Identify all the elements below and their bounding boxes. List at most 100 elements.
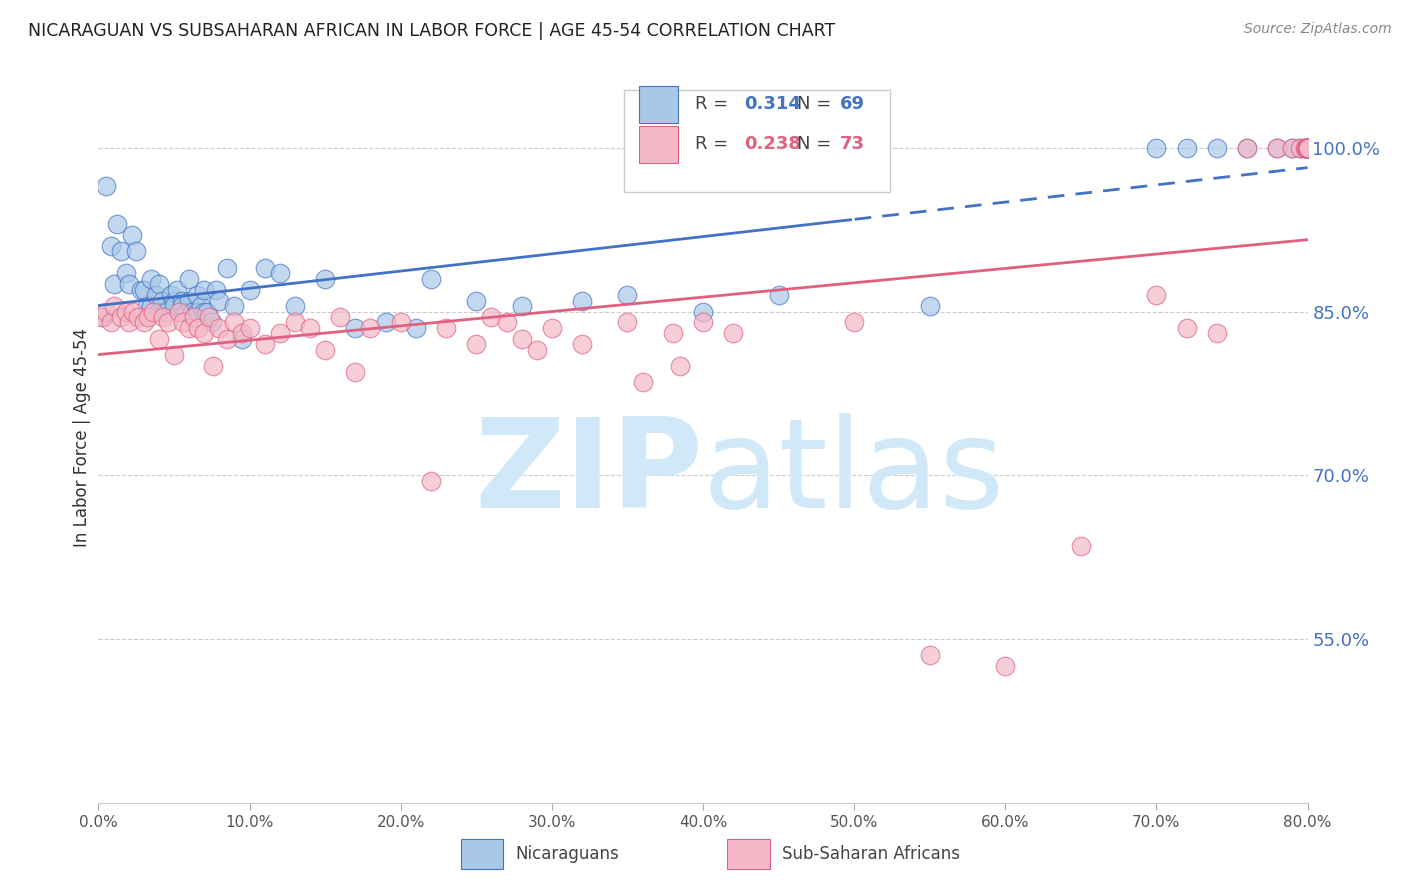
Point <box>1296 141 1319 155</box>
Point <box>91 310 114 324</box>
Point <box>1296 141 1319 155</box>
Point <box>201 315 224 329</box>
Point <box>136 310 159 324</box>
Bar <box>624 90 890 192</box>
Text: N =: N = <box>797 136 838 153</box>
Text: Sub-Saharan Africans: Sub-Saharan Africans <box>782 845 960 863</box>
Point <box>1296 141 1319 155</box>
Point <box>344 321 367 335</box>
Point <box>329 310 352 324</box>
Point <box>540 321 562 335</box>
Point <box>152 310 174 324</box>
Point <box>1295 141 1317 155</box>
Bar <box>461 839 503 869</box>
Point <box>231 326 253 341</box>
Text: atlas: atlas <box>703 413 1005 534</box>
Point <box>405 321 427 335</box>
Point <box>125 244 148 259</box>
Text: N =: N = <box>797 95 838 113</box>
Point <box>127 310 149 324</box>
Point <box>571 337 593 351</box>
Point <box>148 304 170 318</box>
Point <box>129 283 152 297</box>
Point <box>174 304 197 318</box>
Point <box>465 337 488 351</box>
Point <box>110 310 132 324</box>
Bar <box>638 86 678 122</box>
Point <box>170 299 193 313</box>
Point <box>253 260 276 275</box>
Point <box>1236 141 1258 155</box>
Point <box>94 304 117 318</box>
Point <box>1296 141 1319 155</box>
Point <box>118 315 141 329</box>
Point <box>205 283 228 297</box>
Text: Source: ZipAtlas.com: Source: ZipAtlas.com <box>1244 22 1392 37</box>
Point <box>239 283 262 297</box>
Point <box>692 304 714 318</box>
Point <box>1146 141 1168 155</box>
Point <box>571 293 593 308</box>
Point <box>103 299 125 313</box>
Point <box>179 321 201 335</box>
Text: 0.238: 0.238 <box>744 136 801 153</box>
Bar <box>727 839 769 869</box>
Point <box>160 288 183 302</box>
Point <box>170 293 193 308</box>
Point <box>1296 141 1319 155</box>
Point <box>100 239 122 253</box>
Point <box>1070 539 1092 553</box>
Bar <box>638 126 678 163</box>
Point <box>114 304 136 318</box>
Text: R =: R = <box>695 136 734 153</box>
Point <box>167 304 190 318</box>
Point <box>1281 141 1303 155</box>
Point <box>1289 141 1312 155</box>
Point <box>208 321 231 335</box>
Point <box>481 310 503 324</box>
Point <box>239 321 262 335</box>
Point <box>1294 141 1316 155</box>
Point <box>510 332 533 346</box>
Point <box>215 260 238 275</box>
Point <box>1267 141 1289 155</box>
Point <box>1146 288 1168 302</box>
Point <box>284 299 307 313</box>
Point <box>179 293 201 308</box>
Point <box>183 310 205 324</box>
Point <box>172 315 194 329</box>
Point <box>1295 141 1317 155</box>
Point <box>723 326 745 341</box>
Point <box>215 332 238 346</box>
Point <box>193 304 215 318</box>
Point <box>193 326 215 341</box>
Point <box>1206 141 1229 155</box>
Point <box>526 343 548 357</box>
Point <box>661 326 683 341</box>
Point <box>155 304 177 318</box>
Point <box>1295 141 1317 155</box>
Point <box>360 321 382 335</box>
Point <box>1281 141 1303 155</box>
Text: Nicaraguans: Nicaraguans <box>516 845 619 863</box>
Point <box>1267 141 1289 155</box>
Point <box>100 315 122 329</box>
Point <box>122 304 145 318</box>
Point <box>1296 141 1319 155</box>
Point <box>269 326 291 341</box>
Point <box>148 277 170 292</box>
Point <box>465 293 488 308</box>
Text: 69: 69 <box>839 95 865 113</box>
Point <box>669 359 692 373</box>
Point <box>141 299 163 313</box>
Point <box>179 272 201 286</box>
Point <box>224 315 246 329</box>
Point <box>208 293 231 308</box>
Point <box>1294 141 1316 155</box>
Point <box>181 304 204 318</box>
Point <box>202 359 225 373</box>
Point <box>94 179 117 194</box>
Point <box>1289 141 1312 155</box>
Point <box>389 315 412 329</box>
Point <box>110 244 132 259</box>
